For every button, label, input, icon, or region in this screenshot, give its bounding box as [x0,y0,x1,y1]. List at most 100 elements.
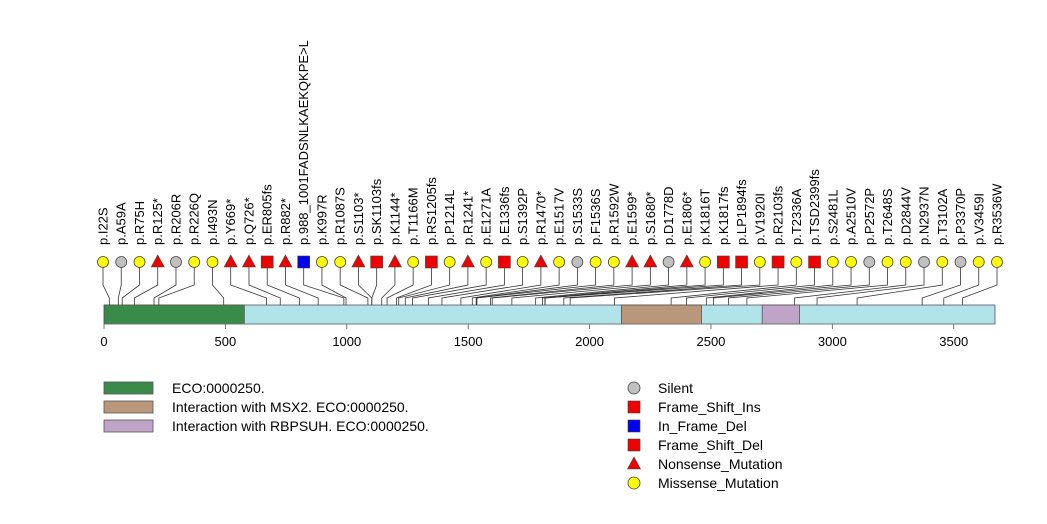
marker-p-er805fs [260,255,274,269]
marker-p-f1536s [589,256,602,268]
marker-p-rs1205fs [425,255,438,269]
mutation-label: p.T1166M [406,187,421,245]
marker-p-e1271a [480,256,493,268]
mutation-label: p.P1214L [442,189,457,245]
marker-p-t2336a [790,256,803,268]
marker-p-y669 [223,254,238,268]
domain-2 [620,304,702,325]
domain-3 [761,304,800,325]
tick-label: 2000 [575,334,604,349]
mutation-label: p.S2481L [825,189,840,245]
mutation-label: p.K1816T [698,189,713,245]
mutation-label: p.F1536S [588,188,603,245]
mutation-label: p.R1470* [533,191,548,245]
marker-p-v3459i [972,256,985,268]
marker-p-k1816t [699,256,711,268]
legend-label-nonsense-mutation: Nonsense_Mutation [658,456,783,472]
marker-p-r882 [278,254,293,268]
mutation-label: p.LP1894fs [734,179,749,245]
marker-p-t3102a [936,256,949,268]
marker-p-p2572p [863,256,876,268]
mutation-label: p.E1599* [625,192,640,246]
domain-legend-label: Interaction with MSX2. ECO:0000250. [172,399,409,415]
marker-p-r226q [188,256,201,268]
marker-p-s1103 [351,254,366,268]
marker-p-lp1894fs [735,255,748,269]
domain-legend-swatch [103,381,154,395]
marker-p-n2937n [918,256,930,268]
marker-p-p3370p [954,256,967,268]
mutation-label: p.V1920I [752,193,767,245]
marker-p-r3536w [991,256,1003,268]
mutation-labels: p.I22S p.A59A p.R75H p.R125* p.R206R p.R226Q p… [96,40,1005,245]
mutation-label: p.P2572P [862,188,877,245]
protein-backbone [103,304,996,325]
domain-legend-swatch [103,419,154,433]
marker-p-r2103fs [771,255,785,269]
marker-p-i22s [97,256,109,268]
domain-legend-swatch [103,400,154,414]
mutation-label: p.S1533S [570,188,585,245]
mutation-label: p.R1592W [606,183,621,245]
mutation-label: p.P3370P [953,188,968,245]
legend-symbol-silent [627,381,641,395]
marker-p-e1599 [625,254,640,268]
mutation-label: p.K1817fs [716,186,731,245]
marker-p-a59a [115,256,128,268]
mutation-label: p.R226Q [187,193,202,245]
marker-p-k1817fs [717,255,730,269]
marker-p-t1166m [407,256,420,268]
marker-p-a2510v [845,256,857,268]
mutation-label: p.E1271A [479,188,494,245]
tick-label: 500 [215,334,237,349]
mutation-label: p.R1087S [333,187,348,245]
mutation-label: p.E1517V [552,188,567,245]
marker-p-r1087s [334,256,347,268]
marker-p-v1920i [753,256,766,268]
mutation-label: p.D2844V [898,187,913,245]
marker-p-q726 [241,254,256,268]
domain-legend: ECO:0000250. Interaction with MSX2. ECO:0… [103,380,429,434]
legend-symbol-frame-shift-ins [627,400,641,414]
legend-label-in-frame-del: In_Frame_Del [658,418,747,434]
mutation-label: p.R3536W [990,183,1005,245]
mutation-label: p.R882* [278,198,293,245]
marker-p-i493n [206,256,219,268]
domain-legend-label: Interaction with RBPSUH. ECO:0000250. [172,418,429,434]
legend-label-missense-mutation: Missense_Mutation [658,475,779,491]
marker-p-r125 [150,254,165,268]
mutation-label: p.D1778D [661,186,676,245]
marker-p-r1592w [607,256,620,268]
marker-p-e1806 [679,254,694,268]
marker-p-k997r [316,256,328,268]
mutation-label: p.V3459I [971,193,986,245]
mutation-label: p.K1144* [387,192,402,245]
marker-p-sk1103fs [370,255,383,269]
mutation-label: p.R75H [132,201,147,245]
mutation-label: p.ER805fs [260,184,275,245]
mutation-label: p.R125* [150,198,165,245]
mutation-label: p.R206R [168,194,183,245]
x-axis: 0 500 1000 1500 2000 2500 3000 3500 [100,323,995,349]
legend-symbol-nonsense-mutation [626,456,642,470]
mutation-type-legend: Silent Frame_Shift_Ins In_Frame_Del Frame_S… [626,380,783,491]
mutation-label: p.S1392P [515,188,530,245]
marker-p-d1778d [662,256,675,268]
tick-label: 2500 [696,334,725,349]
mutation-label: p.I493N [205,199,220,245]
tick-label: 1000 [332,334,361,349]
marker-p-e1517v [553,256,566,268]
marker-p-s1533s [571,256,584,268]
mutation-label: p.A59A [114,202,129,245]
marker-p-tsd2399fs [808,255,821,269]
marker-p-p1214l [443,256,456,268]
marker-p-r1241 [460,254,475,268]
legend-symbol-missense-mutation [627,476,641,490]
mutation-label: p.TSD2399fs [807,169,822,245]
mutation-label: p.S1680* [643,192,658,246]
mutation-label: p.K997R [314,194,329,245]
mutation-label: p.SK1103fs [369,178,384,245]
legend-symbol-in-frame-del [627,419,641,433]
marker-p-s2481l [826,256,839,268]
